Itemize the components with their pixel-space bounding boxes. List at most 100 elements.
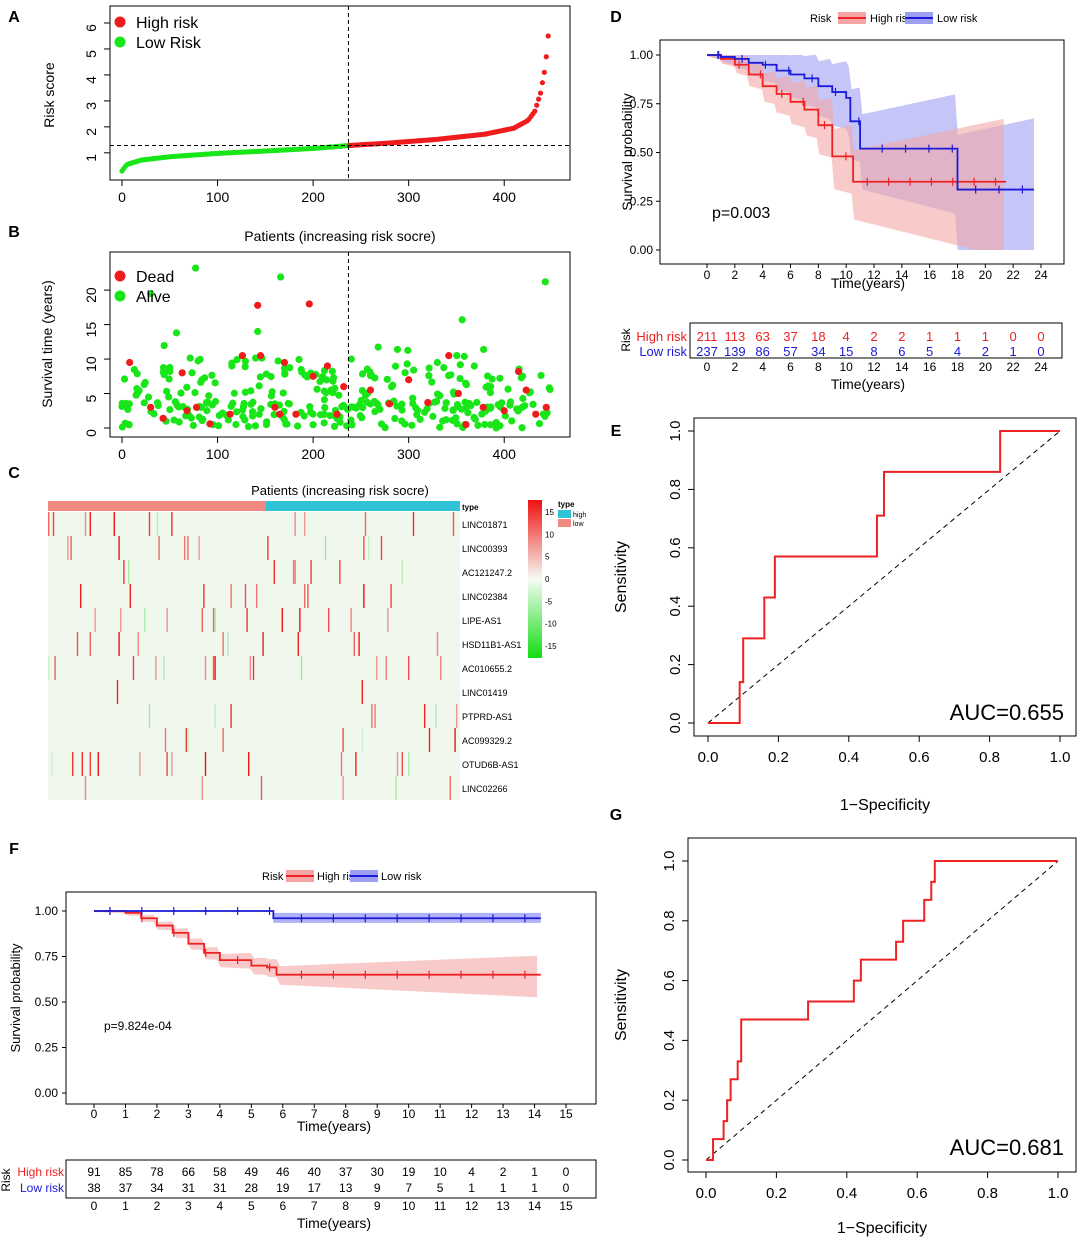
- y-tick-label: 0.6: [667, 537, 684, 558]
- y-tick-label: 15: [83, 322, 99, 338]
- alive-point: [133, 389, 142, 397]
- risk-table-x-tick: 14: [895, 360, 909, 374]
- risk-table-value: 1: [954, 329, 961, 344]
- alive-point: [208, 401, 216, 409]
- alive-point: [241, 388, 249, 396]
- alive-point: [537, 371, 545, 380]
- x-axis-label: Time(years): [831, 275, 905, 291]
- alive-point: [285, 400, 293, 408]
- alive-point: [306, 403, 314, 411]
- risk-table-x-tick: 4: [217, 1199, 224, 1213]
- high-risk-curve: [94, 910, 541, 976]
- alive-point: [445, 371, 453, 380]
- alive-point: [232, 420, 240, 429]
- alive-point: [467, 401, 475, 410]
- risk-table-value: 5: [926, 344, 933, 359]
- panel-f-km-curve: 0 1 2 3 4 5 6 7 8 9 10 11 12 13 14 150.000.250.500.751.…: [0, 870, 597, 1231]
- dead-point: [238, 352, 246, 360]
- risk-table-value: 85: [119, 1165, 133, 1179]
- alive-point: [374, 343, 382, 351]
- risk-table-value: 34: [811, 344, 825, 359]
- legend-title: Risk: [262, 871, 284, 883]
- heat-cell: [342, 776, 344, 800]
- alive-point: [188, 369, 196, 377]
- dead-point: [292, 410, 300, 418]
- alive-point: [433, 358, 441, 367]
- dead-point: [183, 407, 191, 415]
- risk-table-x-tick: 9: [374, 1199, 381, 1213]
- alive-point: [189, 421, 197, 430]
- risk-table-value: 0: [1037, 329, 1044, 344]
- alive-point: [144, 393, 153, 401]
- risk-table-x-tick: 11: [434, 1199, 447, 1213]
- alive-point: [153, 399, 162, 407]
- p-value: p=9.824e-04: [104, 1019, 172, 1033]
- y-axis-label: Survival time (years): [39, 280, 55, 408]
- risk-table-x-tick: 3: [185, 1199, 192, 1213]
- risk-table-x-tick: 0: [704, 360, 711, 374]
- high-risk-point: [536, 96, 542, 102]
- alive-point: [166, 406, 174, 414]
- plot-frame: [693, 417, 1077, 737]
- high-risk-ci: [94, 911, 538, 998]
- risk-table-x-tick: 2: [731, 360, 738, 374]
- alive-point: [257, 405, 265, 413]
- risk-table-value: 18: [811, 329, 825, 344]
- panel-label-e: E: [611, 423, 622, 440]
- risk-table-value: 19: [276, 1181, 290, 1195]
- risk-table-x-tick: 4: [759, 360, 766, 374]
- dead-point: [366, 386, 375, 394]
- heat-cell: [361, 728, 363, 752]
- alive-point: [496, 374, 504, 382]
- dead-point: [271, 403, 279, 411]
- x-tick-label: 0: [704, 268, 711, 282]
- alive-point: [224, 416, 232, 424]
- heat-cell: [368, 536, 370, 560]
- alive-point: [281, 370, 289, 378]
- alive-point: [247, 400, 255, 408]
- panel-labels: A B C D E F G: [8, 9, 622, 858]
- alive-point: [486, 421, 495, 429]
- x-tick-label: 0.6: [909, 749, 930, 766]
- alive-point: [267, 372, 275, 381]
- gene-label: LINC02384: [462, 592, 508, 602]
- alive-point: [301, 371, 309, 379]
- alive-point: [506, 398, 515, 406]
- diagonal-reference: [707, 430, 1061, 724]
- alive-point: [330, 373, 338, 382]
- heat-cell: [304, 584, 306, 608]
- x-tick-label: 1.0: [1048, 1185, 1069, 1202]
- color-scale-label: -5: [545, 597, 553, 606]
- y-tick-label: 5: [83, 50, 99, 58]
- heat-cell: [454, 728, 456, 752]
- alive-point: [118, 399, 126, 407]
- color-scale-label: 15: [545, 508, 554, 517]
- alive-point: [529, 400, 537, 408]
- risk-table-value: 57: [783, 344, 797, 359]
- risk-table-title: Risk: [0, 1167, 13, 1191]
- heat-cell: [310, 560, 312, 584]
- alive-point: [286, 364, 294, 372]
- alive-point: [215, 411, 223, 420]
- risk-table-value: 0: [563, 1181, 570, 1195]
- y-tick-label: 0.25: [35, 1041, 59, 1055]
- x-tick-label: 400: [493, 189, 517, 205]
- x-tick-label: 1.0: [1050, 749, 1071, 766]
- high-risk-point: [541, 69, 547, 75]
- y-tick-label: 0.4: [661, 1030, 678, 1051]
- dead-point: [280, 358, 289, 367]
- heat-cell: [201, 608, 203, 632]
- risk-table-row-name: High risk: [17, 1165, 65, 1179]
- heat-cell: [94, 608, 96, 632]
- risk-table-value: 9: [374, 1181, 381, 1195]
- alive-point: [322, 376, 331, 384]
- x-tick-label: 5: [248, 1107, 255, 1121]
- alive-point: [484, 372, 492, 380]
- alive-point: [295, 355, 303, 364]
- alive-point: [343, 422, 351, 430]
- panel-a-risk-score: 0 100 200 300 400 1 2 3 4 5 6 Risk score Patients (i…: [41, 5, 571, 244]
- low-risk-curve: [707, 54, 1035, 191]
- dead-point: [126, 358, 134, 367]
- alive-point: [247, 387, 255, 395]
